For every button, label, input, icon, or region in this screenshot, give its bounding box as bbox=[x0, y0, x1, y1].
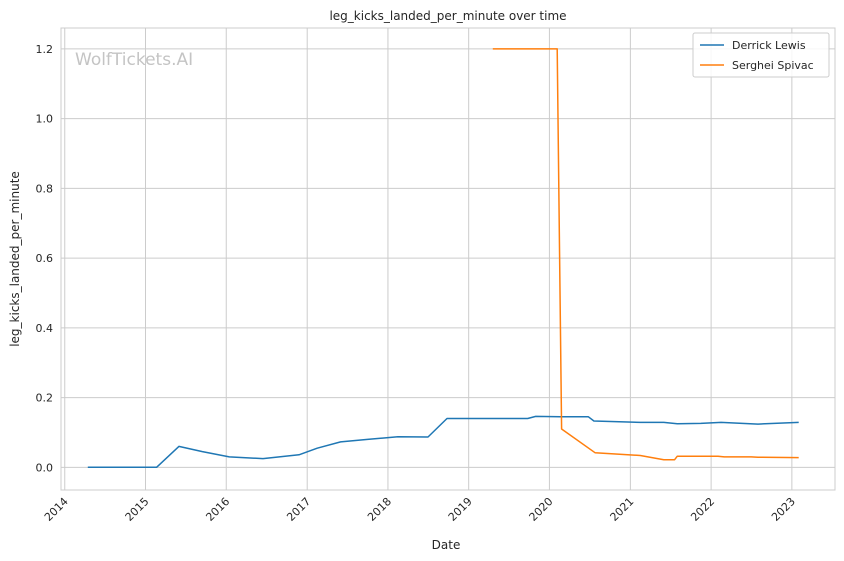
x-tick-label: 2017 bbox=[284, 495, 313, 524]
x-tick-label: 2019 bbox=[446, 495, 475, 524]
y-tick-label: 0.8 bbox=[36, 182, 54, 195]
y-tick-label: 0.2 bbox=[36, 392, 54, 405]
legend-label-derrick-lewis: Derrick Lewis bbox=[732, 39, 806, 52]
legend-box bbox=[692, 32, 830, 78]
x-tick-label: 2023 bbox=[769, 495, 798, 524]
chart-title: leg_kicks_landed_per_minute over time bbox=[329, 9, 566, 23]
x-axis-title: Date bbox=[432, 538, 461, 552]
series-line-derrick-lewis bbox=[87, 415, 799, 469]
y-tick-label: 0.0 bbox=[36, 461, 54, 474]
x-tick-label: 2020 bbox=[527, 495, 556, 524]
x-tick-label: 2022 bbox=[688, 495, 717, 524]
y-tick-label: 1.2 bbox=[36, 43, 54, 56]
x-tick-labels: 2014 2015 2016 2017 2018 2019 2020 2021 2022 2023 bbox=[42, 495, 798, 524]
plot-frame bbox=[60, 27, 836, 491]
y-tick-label: 0.6 bbox=[36, 252, 54, 265]
y-axis-title: leg_kicks_landed_per_minute bbox=[8, 171, 22, 347]
x-tick-label: 2015 bbox=[123, 495, 152, 524]
y-tick-label: 1.0 bbox=[36, 113, 54, 126]
watermark: WolfTickets.AI bbox=[75, 50, 193, 70]
plot-background bbox=[61, 28, 835, 490]
x-tick-label: 2014 bbox=[42, 495, 71, 524]
legend: Derrick Lewis Serghei Spivac bbox=[692, 32, 830, 78]
grid bbox=[61, 28, 835, 490]
y-tick-labels: 0.0 0.2 0.4 0.6 0.8 1.0 1.2 bbox=[36, 43, 54, 474]
x-tick-label: 2021 bbox=[608, 495, 637, 524]
y-tick-label: 0.4 bbox=[36, 322, 54, 335]
x-tick-label: 2016 bbox=[203, 495, 232, 524]
series-lines bbox=[87, 48, 799, 469]
x-tick-label: 2018 bbox=[365, 495, 394, 524]
series-line-serghei-spivac bbox=[492, 48, 799, 461]
legend-label-serghei-spivac: Serghei Spivac bbox=[732, 59, 814, 72]
